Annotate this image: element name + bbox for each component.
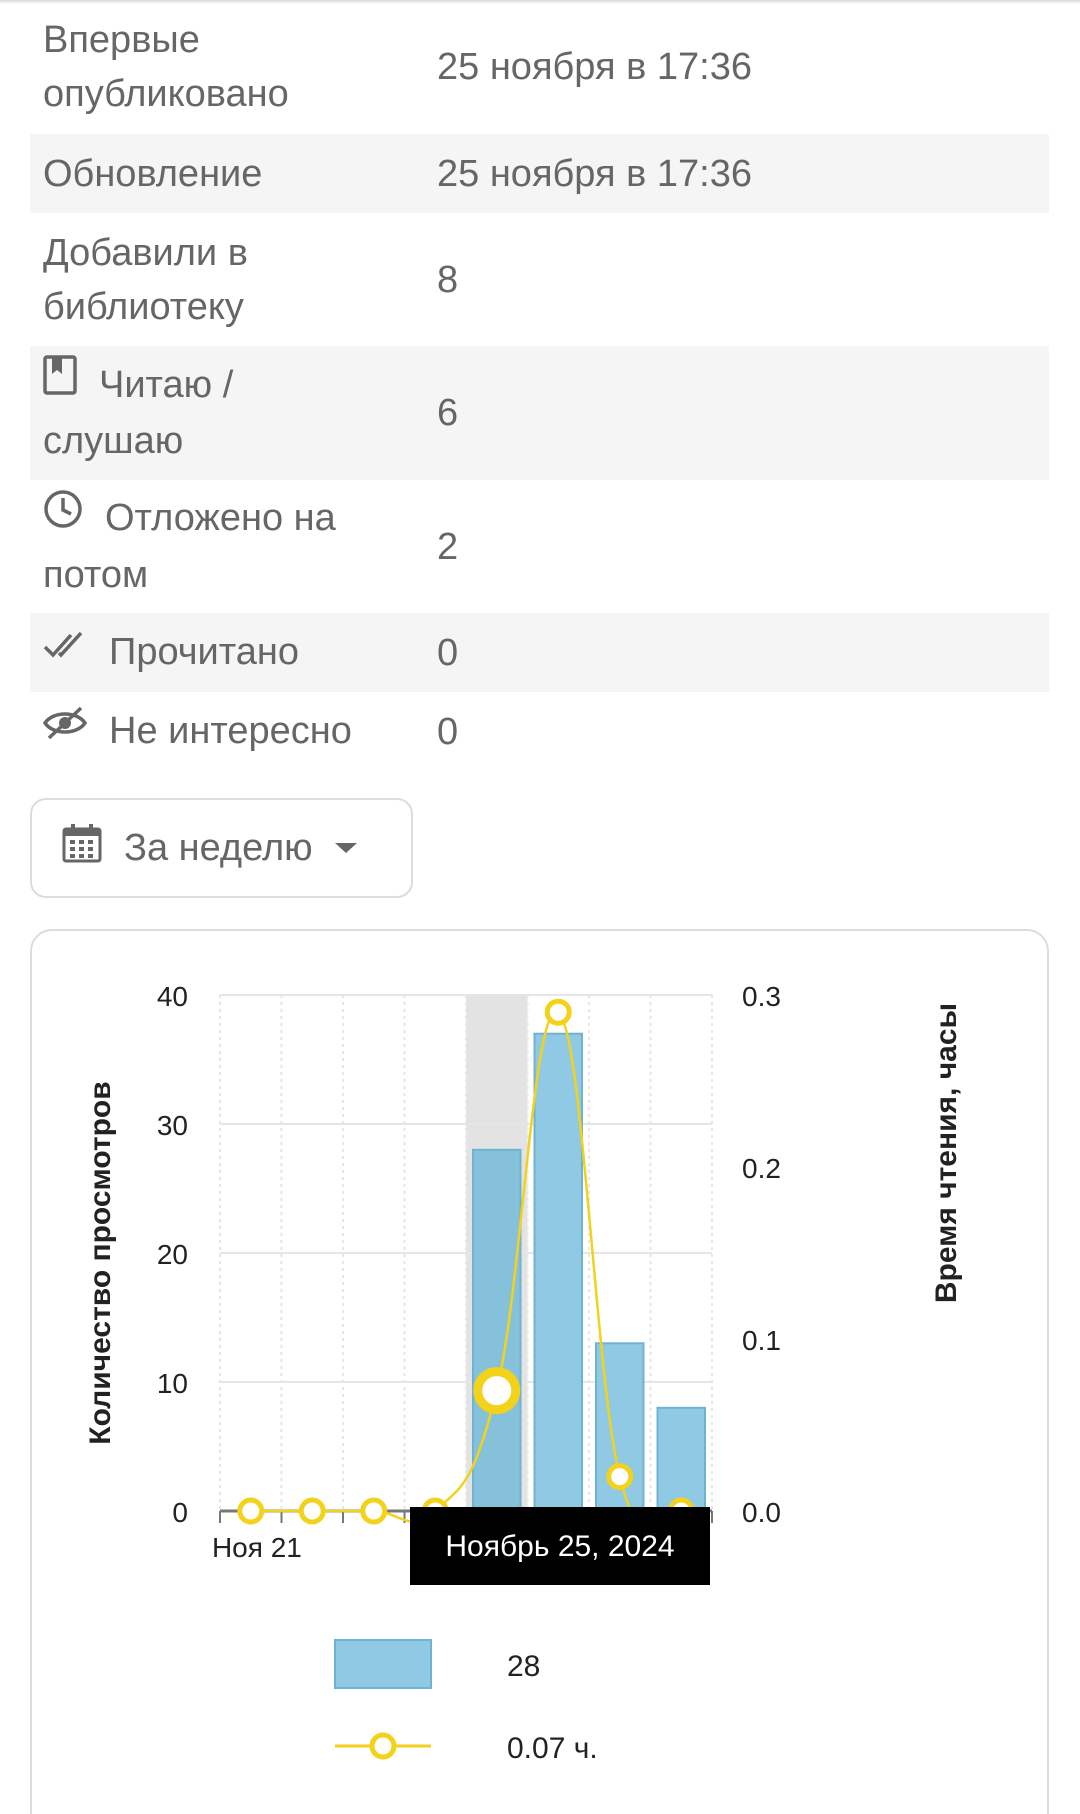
eye-off-icon [42,701,88,755]
stat-row: Отложено на потом 2 [30,480,1049,613]
stat-label-line: Отложено на [43,489,437,547]
chevron-down-icon [334,843,357,853]
stat-label-text: Добавили в [43,231,248,274]
stat-label-line: слушаю [43,414,437,468]
views-chart[interactable]: 0 10 20 30 40 0.0 0.1 0.2 0.3 Ноя 21 Количество пр… [32,931,1049,1814]
stat-label-line: Не интересно [42,701,437,760]
stats-table: Впервые опубликовано 25 ноября в 17:36 Обно… [30,0,1049,771]
line-point [473,1367,521,1415]
stat-label-line: Прочитано [43,625,437,681]
stat-label-line: библиотеку [43,280,437,334]
y-right-tick-label: 0.0 [742,1497,781,1528]
stat-label: Отложено на потом [30,489,437,602]
bar [472,1148,522,1513]
stat-label-line: потом [43,548,437,602]
period-dropdown[interactable]: За неделю [30,798,413,898]
stat-label: Добавили в библиотеку [30,226,437,334]
y-axis-title: Количество просмотров [84,1081,117,1444]
line-point [606,1463,634,1491]
stat-label-line: Обновление [43,147,437,201]
y-tick-label: 20 [157,1239,188,1270]
y-right-tick-label: 0.3 [742,981,781,1012]
stat-value: 25 ноября в 17:36 [437,46,752,88]
legend-line-marker [369,1732,397,1760]
stat-row: Прочитано 0 [30,613,1049,692]
tooltip-box [410,1507,710,1585]
legend-line-value: 0.07 ч. [507,1732,598,1765]
stat-label-text: потом [43,553,149,596]
line-point [544,998,572,1026]
stat-label-text: Впервые [43,19,200,61]
line-point [237,1497,265,1525]
y-tick-label: 30 [157,1110,188,1141]
stat-label-line: Читаю / [43,355,437,414]
bar [533,1032,583,1512]
tooltip-text: Ноябрь 25, 2024 [445,1530,674,1563]
stat-label: Не интересно [30,704,437,760]
legend-bar-value: 28 [507,1650,540,1683]
y-tick-label: 40 [157,981,188,1012]
y-tick-label: 0 [172,1497,188,1528]
stat-label-text: Обновление [43,152,263,195]
stat-label-line: Добавили в [43,226,437,280]
stat-row: Добавили в библиотеку 8 [30,213,1049,346]
stat-label-text: библиотеку [43,285,244,328]
stat-label-line: Впервые [43,13,437,67]
stat-label-line: опубликовано [43,67,437,121]
y-right-tick-label: 0.1 [742,1325,781,1356]
clock-icon [43,489,83,544]
legend-bar-swatch [334,1639,432,1689]
stat-value: 25 ноября в 17:36 [437,152,752,195]
stat-row: Не интересно 0 [30,692,1049,771]
stat-value: 8 [437,258,459,301]
stat-label-text: Отложено на [105,497,336,540]
stat-row: Обновление 25 ноября в 17:36 [30,134,1049,213]
stat-label-text: опубликовано [43,73,289,115]
stat-label: Читаю / слушаю [30,355,437,468]
stats-chart-card: 0 10 20 30 40 0.0 0.1 0.2 0.3 Ноя 21 Количество пр… [30,929,1049,1814]
stat-value: 2 [437,525,459,568]
stat-label: Обновление [30,147,437,201]
stat-value: 6 [437,392,459,434]
top-shadow [0,0,1080,4]
stat-row: Читаю / слушаю 6 [30,346,1049,480]
calendar-icon [62,823,102,873]
line-point [360,1497,388,1525]
stat-row: Впервые опубликовано 25 ноября в 17:36 [30,0,1049,134]
bar [656,1406,706,1512]
stat-label: Прочитано [30,625,437,681]
y-right-tick-label: 0.2 [742,1153,781,1184]
stat-label: Впервые опубликовано [30,13,437,121]
stat-label-text: Читаю / [99,363,234,406]
stat-value: 0 [437,710,459,753]
period-label: За неделю [124,826,313,869]
bookmark-book-icon [43,355,77,410]
double-check-icon [43,622,87,676]
stat-value: 0 [437,631,459,674]
y-right-axis-title: Время чтения, часы [930,1003,963,1303]
stat-label-text: Не интересно [109,709,352,752]
x-tick-label: Ноя 21 [212,1532,302,1563]
stat-label-text: слушаю [43,420,184,463]
y-tick-label: 10 [157,1368,188,1399]
line-point [298,1497,326,1525]
stat-label-text: Прочитано [109,630,299,673]
